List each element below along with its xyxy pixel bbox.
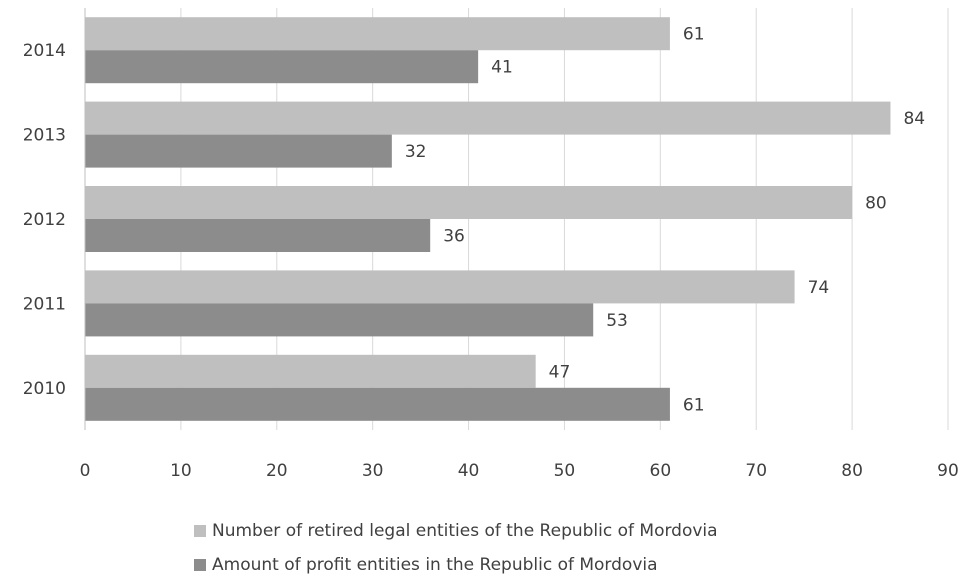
data-label-2012-series-0: 80 <box>865 194 887 214</box>
bar-2012-series-0 <box>85 186 853 219</box>
legend: Number of retired legal entities of the … <box>194 518 718 586</box>
data-label-2013-series-1: 32 <box>405 142 427 162</box>
y-tick-label-2014: 2014 <box>23 41 66 61</box>
legend-label-retired: Number of retired legal entities of the … <box>212 521 718 541</box>
data-label-2013-series-0: 84 <box>903 109 925 129</box>
data-labels: 61 41 84 32 80 36 74 53 47 61 <box>405 25 925 416</box>
x-tick-label-90: 90 <box>937 461 959 481</box>
data-label-2011-series-0: 74 <box>808 278 830 298</box>
data-label-2012-series-1: 36 <box>443 227 465 247</box>
data-label-2014-series-0: 61 <box>683 25 705 45</box>
legend-item-profit: Amount of profit entities in the Republi… <box>194 552 718 578</box>
bar-2010-series-1 <box>85 387 670 421</box>
legend-swatch-retired <box>194 525 206 537</box>
x-tick-label-50: 50 <box>554 461 576 481</box>
data-label-2011-series-1: 53 <box>606 311 628 331</box>
x-tick-label-80: 80 <box>841 461 863 481</box>
y-tick-label-2010: 2010 <box>23 379 66 399</box>
axes: 0 10 20 30 40 50 60 70 80 90 2014 2013 2012 2011 2010 <box>23 8 959 481</box>
y-tick-label-2012: 2012 <box>23 210 66 230</box>
bars <box>85 17 891 421</box>
y-tick-label-2011: 2011 <box>23 294 66 314</box>
legend-swatch-profit <box>194 559 206 571</box>
bar-2011-series-1 <box>85 303 594 337</box>
bar-2013-series-0 <box>85 101 891 135</box>
x-tick-label-30: 30 <box>362 461 384 481</box>
bar-2011-series-0 <box>85 270 795 304</box>
bar-2012-series-1 <box>85 219 431 252</box>
x-tick-label-40: 40 <box>458 461 480 481</box>
x-tick-label-10: 10 <box>170 461 192 481</box>
bar-2013-series-1 <box>85 134 392 168</box>
data-label-2010-series-0: 47 <box>549 362 571 382</box>
bar-2014-series-1 <box>85 50 479 84</box>
bar-2014-series-0 <box>85 17 670 51</box>
y-tick-label-2013: 2013 <box>23 126 66 146</box>
bar-2010-series-0 <box>85 354 536 388</box>
x-tick-label-20: 20 <box>266 461 288 481</box>
x-tick-label-0: 0 <box>80 461 91 481</box>
data-label-2014-series-1: 41 <box>491 58 513 78</box>
x-tick-label-70: 70 <box>745 461 767 481</box>
data-label-2010-series-1: 61 <box>683 395 705 415</box>
legend-item-retired: Number of retired legal entities of the … <box>194 518 718 544</box>
x-tick-label-60: 60 <box>650 461 672 481</box>
legend-label-profit: Amount of profit entities in the Republi… <box>212 555 658 575</box>
